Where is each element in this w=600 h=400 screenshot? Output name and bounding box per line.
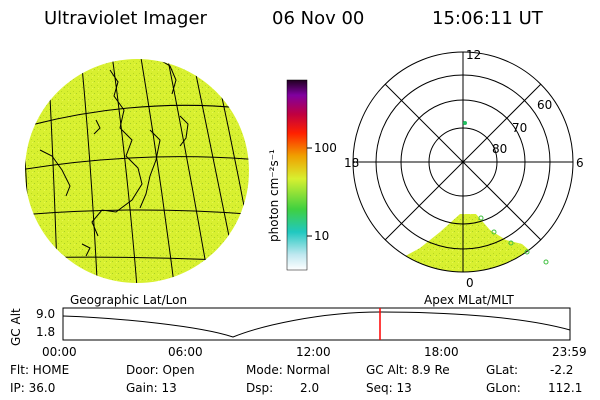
altitude-curve bbox=[62, 311, 571, 338]
apex-label: Apex MLat/MLT bbox=[424, 293, 514, 307]
colorbar-gradient bbox=[286, 79, 308, 271]
timeline-xtick-0000: 00:00 bbox=[42, 345, 77, 359]
mode-info: Mode: Normal bbox=[246, 363, 330, 377]
glat-label: GLat: bbox=[486, 363, 519, 377]
timeline-xtick-0600: 06:00 bbox=[168, 345, 203, 359]
filter-info: Flt: HOME bbox=[10, 363, 70, 377]
gc-alt-info: GC Alt: 8.9 Re bbox=[366, 363, 450, 377]
glon-value: 112.1 bbox=[548, 381, 583, 395]
lat-label-80: 80 bbox=[492, 142, 507, 156]
timeline-xtick-1800: 18:00 bbox=[424, 345, 459, 359]
altitude-timeline: GC Alt 9.0 1.8 00:00 06:00 12:00 18:00 2… bbox=[9, 307, 587, 359]
date-label: 06 Nov 00 bbox=[272, 8, 365, 29]
lat-label-60: 60 bbox=[537, 98, 552, 112]
time-label: 15:06:11 UT bbox=[432, 8, 543, 29]
globe-map bbox=[25, 59, 249, 283]
timeline-frame bbox=[62, 307, 571, 341]
glon-label: GLon: bbox=[486, 381, 521, 395]
polar-axis-diag-2 bbox=[384, 83, 542, 241]
colorbar-label-100: 100 bbox=[314, 141, 337, 155]
dsp-value: 2.0 bbox=[300, 381, 320, 395]
dsp-label: Dsp: bbox=[246, 381, 274, 395]
timeline-axis-label: GC Alt bbox=[9, 308, 23, 346]
ip-info: IP: 36.0 bbox=[10, 381, 56, 395]
door-info: Door: Open bbox=[126, 363, 195, 377]
colorbar: 100 10 photon cm⁻²s⁻¹ bbox=[267, 79, 337, 271]
lat-label-70: 70 bbox=[512, 121, 527, 135]
polar-dot bbox=[463, 121, 467, 125]
mlt-label-left: 18 bbox=[344, 156, 359, 170]
polar-oval-speckles bbox=[478, 215, 549, 265]
mlt-label-right: 6 bbox=[576, 156, 584, 170]
timeline-ytick-high: 9.0 bbox=[36, 307, 55, 321]
seq-info: Seq: 13 bbox=[366, 381, 412, 395]
mlt-label-top: 12 bbox=[466, 48, 481, 62]
geographic-label: Geographic Lat/Lon bbox=[70, 293, 187, 307]
timeline-ytick-low: 1.8 bbox=[36, 325, 55, 339]
timeline-xtick-2359: 23:59 bbox=[552, 345, 587, 359]
polar-plot: 12 18 6 0 60 70 80 bbox=[344, 48, 584, 290]
colorbar-unit-label: photon cm⁻²s⁻¹ bbox=[267, 149, 281, 242]
mlt-label-bottom: 0 bbox=[466, 276, 474, 290]
glat-value: -2.2 bbox=[550, 363, 574, 377]
instrument-title: Ultraviolet Imager bbox=[44, 8, 207, 29]
colorbar-label-10: 10 bbox=[314, 229, 329, 243]
gain-info: Gain: 13 bbox=[126, 381, 177, 395]
timeline-xtick-1200: 12:00 bbox=[296, 345, 331, 359]
globe-disk bbox=[25, 59, 249, 283]
header-bar: Ultraviolet Imager 06 Nov 00 15:06:11 UT bbox=[0, 0, 600, 40]
